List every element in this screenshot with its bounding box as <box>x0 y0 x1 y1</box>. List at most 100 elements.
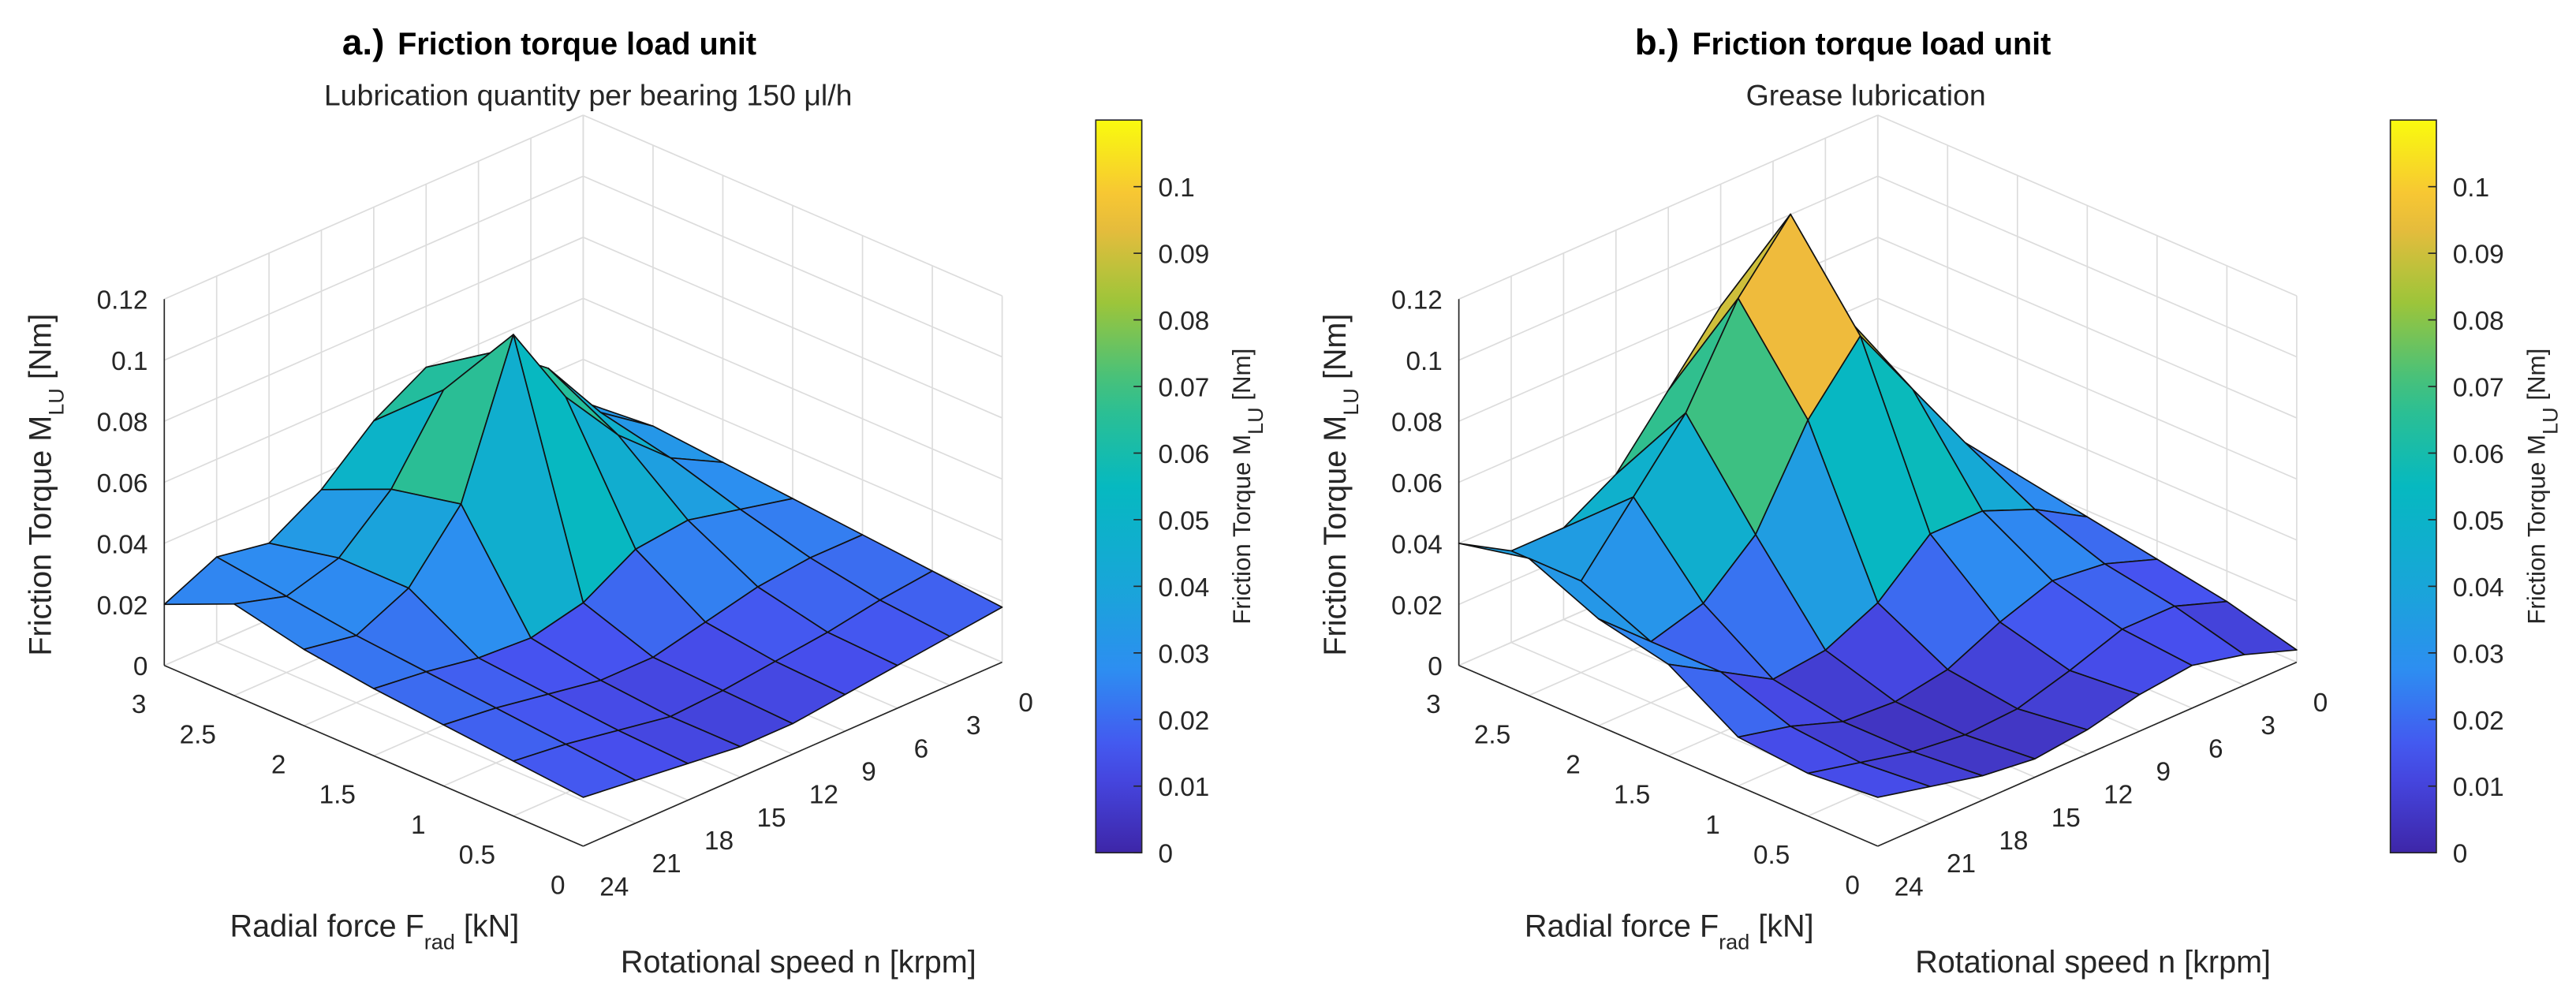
x-tick-label: 0 <box>1018 689 1033 718</box>
z-tick-label: 0.02 <box>1391 592 1443 621</box>
y-axis-label-part: rad <box>424 929 455 954</box>
y-axis-label: Radial force Frad [kN] <box>230 909 520 954</box>
colorbar-tick-label: 0.06 <box>1158 440 1209 469</box>
colorbar-label-part: [Nm] <box>1228 349 1256 408</box>
grid-line <box>1877 114 2298 297</box>
grid-line <box>1458 114 1879 300</box>
z-axis-label-part: LU <box>43 388 68 416</box>
grid-line <box>1877 297 2298 480</box>
colorbar-label-part: LU <box>1243 407 1267 435</box>
grid-line <box>163 297 584 483</box>
y-tick-label: 2 <box>1566 751 1581 780</box>
z-tick-label: 0.1 <box>1406 347 1442 376</box>
z-axis-label-part: [Nm] <box>24 314 58 389</box>
z-tick-label: 0.06 <box>1391 469 1443 498</box>
grid-line <box>1877 237 2298 419</box>
colorbar-label-part: Friction Torque M <box>2522 435 2550 625</box>
y-axis-label-part: [kN] <box>455 909 519 943</box>
x-axis-label: Rotational speed n [krpm] <box>1915 945 2271 980</box>
x-tick-label: 21 <box>1947 849 1976 879</box>
panel-label: a.) <box>342 22 384 62</box>
z-tick-label: 0.08 <box>97 409 148 438</box>
x-tick-label: 18 <box>704 827 734 856</box>
colorbar-tick-label: 0.05 <box>1158 506 1209 536</box>
z-axis-label-part: [Nm] <box>1318 314 1353 389</box>
colorbar-label-part: Friction Torque M <box>1228 435 1256 625</box>
z-axis-label-part: Friction Torque M <box>1318 416 1353 656</box>
chart-title: Friction torque load unit <box>1692 27 2051 62</box>
x-tick-label: 21 <box>652 849 681 879</box>
y-tick-label: 2.5 <box>180 720 216 749</box>
colorbar-label: Friction Torque MLU [Nm] <box>1228 349 1267 625</box>
colorbar-tick-label: 0.08 <box>2453 307 2504 336</box>
y-tick-label: 2.5 <box>1474 720 1510 749</box>
x-tick-label: 3 <box>966 711 981 741</box>
colorbar-label: Friction Torque MLU [Nm] <box>2522 349 2562 625</box>
grid-line <box>163 175 584 361</box>
x-axis-label: Rotational speed n [krpm] <box>621 945 976 980</box>
y-axis-label-part: [kN] <box>1749 909 1813 943</box>
colorbar-tick-label: 0.1 <box>1158 174 1194 203</box>
x-tick-label: 3 <box>2261 711 2275 741</box>
y-axis-label-part: rad <box>1719 929 1749 954</box>
grid-line <box>583 237 1002 419</box>
x-axis-line <box>583 661 1002 847</box>
colorbar-tick-label: 0.06 <box>2453 440 2504 469</box>
colorbar-tick-label: 0 <box>1158 840 1173 869</box>
grid-line <box>583 175 1002 358</box>
z-axis-label: Friction Torque MLU [Nm] <box>1318 314 1362 656</box>
colorbar-tick-label: 0.02 <box>1158 707 1209 736</box>
z-tick-label: 0.04 <box>1391 530 1443 559</box>
x-tick-label: 24 <box>1895 872 1924 901</box>
colorbar-label-part: [Nm] <box>2522 349 2550 408</box>
colorbar-tick-label: 0.1 <box>2453 174 2489 203</box>
colorbar-tick-label: 0.04 <box>2453 573 2504 603</box>
x-tick-label: 9 <box>2156 758 2171 787</box>
y-axis-line <box>163 664 584 847</box>
colorbar-tick-label: 0.08 <box>1158 307 1209 336</box>
colorbar <box>1095 119 1143 854</box>
y-axis-label-part: Radial force F <box>1525 909 1719 943</box>
z-tick-label: 0.02 <box>97 592 148 621</box>
grid-line <box>1877 175 2298 358</box>
y-axis-line <box>1458 664 1879 847</box>
colorbar-tick-label: 0.07 <box>2453 374 2504 403</box>
colorbar-tick-label: 0.07 <box>1158 374 1209 403</box>
x-axis-line <box>1877 661 2298 847</box>
grid-line <box>1458 175 1879 361</box>
y-axis-label-part: Radial force F <box>230 909 424 943</box>
z-axis-label-part: LU <box>1338 388 1362 416</box>
z-tick-label: 0.12 <box>1391 286 1443 315</box>
z-tick-label: 0.06 <box>97 469 148 498</box>
x-tick-label: 12 <box>809 781 838 810</box>
grid-line <box>583 358 1002 541</box>
y-axis-label: Radial force Frad [kN] <box>1525 909 1814 954</box>
colorbar-tick-label: 0.02 <box>2453 707 2504 736</box>
z-axis-label: Friction Torque MLU [Nm] <box>24 314 69 656</box>
x-tick-label: 6 <box>914 734 929 763</box>
x-tick-label: 15 <box>2051 804 2081 833</box>
chart-subtitle: Lubrication quantity per bearing 150 μl/… <box>324 78 853 111</box>
chart-subtitle: Grease lubrication <box>1746 78 1986 111</box>
colorbar-tick-label: 0.03 <box>1158 640 1209 669</box>
y-tick-label: 1.5 <box>319 781 356 810</box>
surface-face <box>1807 761 1931 798</box>
z-tick-label: 0.08 <box>1391 409 1443 438</box>
grid-line <box>163 114 584 300</box>
x-tick-label: 15 <box>756 804 786 833</box>
x-tick-label: 12 <box>2104 781 2133 810</box>
surface-face <box>513 743 637 798</box>
y-tick-label: 0.5 <box>1753 841 1790 870</box>
colorbar-tick-label: 0.09 <box>1158 241 1209 270</box>
y-tick-label: 0.5 <box>459 841 495 870</box>
z-tick-label: 0.1 <box>111 347 147 376</box>
y-tick-label: 1.5 <box>1614 781 1650 810</box>
y-tick-label: 0 <box>1845 871 1860 900</box>
colorbar-tick-label: 0.03 <box>2453 640 2504 669</box>
y-tick-label: 0 <box>551 871 566 900</box>
grid-line <box>163 237 584 422</box>
colorbar-tick-label: 0.01 <box>1158 773 1209 802</box>
grid-line <box>583 297 1002 480</box>
z-axis-label-part: Friction Torque M <box>24 416 58 656</box>
